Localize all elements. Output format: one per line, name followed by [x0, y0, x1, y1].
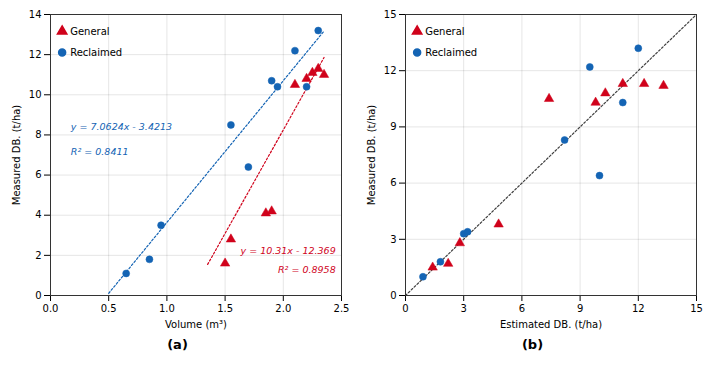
- svg-text:4: 4: [35, 209, 41, 220]
- svg-text:0: 0: [390, 290, 396, 301]
- svg-text:R² = 0.8958: R² = 0.8958: [278, 264, 336, 275]
- svg-text:3: 3: [461, 303, 467, 314]
- svg-text:6: 6: [519, 303, 525, 314]
- svg-text:6: 6: [390, 177, 396, 188]
- svg-text:Reclaimed: Reclaimed: [425, 47, 477, 58]
- svg-text:2.5: 2.5: [334, 303, 350, 314]
- svg-text:0.5: 0.5: [101, 303, 117, 314]
- svg-text:12: 12: [29, 49, 42, 60]
- svg-text:R² = 0.8411: R² = 0.8411: [71, 146, 129, 157]
- svg-text:15: 15: [384, 9, 397, 20]
- svg-text:y = 7.0624x - 3.4213: y = 7.0624x - 3.4213: [70, 121, 172, 132]
- svg-text:8: 8: [35, 129, 41, 140]
- svg-text:General: General: [70, 26, 109, 37]
- svg-text:Reclaimed: Reclaimed: [70, 47, 122, 58]
- html-text:(a): (a): [167, 337, 188, 352]
- svg-text:12: 12: [384, 65, 397, 76]
- svg-text:y = 10.31x - 12.369: y = 10.31x - 12.369: [240, 245, 336, 256]
- svg-text:10: 10: [29, 89, 42, 100]
- svg-text:0: 0: [402, 303, 408, 314]
- svg-text:9: 9: [577, 303, 583, 314]
- svg-text:2: 2: [35, 250, 41, 261]
- svg-text:3: 3: [390, 234, 396, 245]
- svg-text:0.0: 0.0: [43, 303, 59, 314]
- svg-text:1.5: 1.5: [217, 303, 233, 314]
- svg-text:1.0: 1.0: [159, 303, 175, 314]
- svg-text:0: 0: [35, 290, 41, 301]
- svg-text:15: 15: [690, 303, 703, 314]
- html-text:(b): (b): [521, 337, 544, 352]
- svg-text:Volume (m³): Volume (m³): [165, 319, 227, 330]
- svg-text:General: General: [425, 26, 464, 37]
- svg-text:Estimated DB. (t/ha): Estimated DB. (t/ha): [500, 319, 602, 330]
- svg-text:6: 6: [35, 169, 41, 180]
- svg-text:Measured DB. (t/ha): Measured DB. (t/ha): [11, 105, 22, 206]
- svg-text:12: 12: [632, 303, 645, 314]
- svg-text:Measured DB. (t/ha): Measured DB. (t/ha): [366, 105, 377, 206]
- svg-text:14: 14: [29, 9, 42, 20]
- svg-text:9: 9: [390, 121, 396, 132]
- svg-text:2.0: 2.0: [275, 303, 291, 314]
